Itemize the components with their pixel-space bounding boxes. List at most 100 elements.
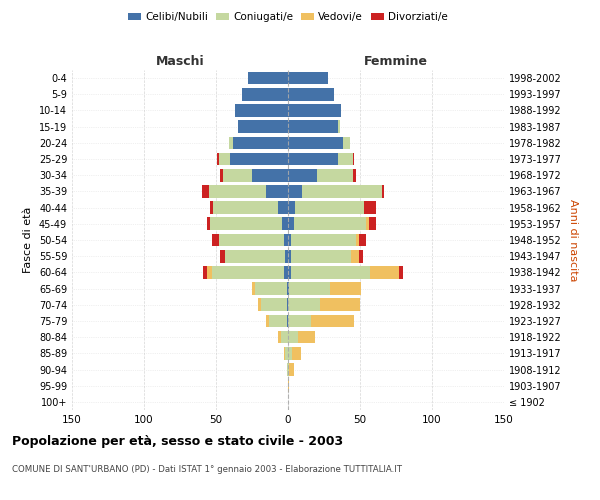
Bar <box>220 250 224 262</box>
Bar <box>288 298 320 311</box>
Bar <box>233 136 288 149</box>
Bar <box>202 185 209 198</box>
Text: Maschi: Maschi <box>155 56 205 68</box>
Bar <box>353 152 354 166</box>
Text: COMUNE DI SANT'URBANO (PD) - Dati ISTAT 1° gennaio 2003 - Elaborazione TUTTITALI: COMUNE DI SANT'URBANO (PD) - Dati ISTAT … <box>12 465 402 474</box>
Bar <box>282 218 288 230</box>
Bar <box>269 314 287 328</box>
Bar <box>288 88 334 101</box>
Bar <box>284 266 288 278</box>
Bar <box>298 331 316 344</box>
Bar <box>285 250 288 262</box>
Bar <box>224 250 285 262</box>
Bar <box>291 266 370 278</box>
Bar <box>223 169 252 181</box>
Bar <box>235 104 288 117</box>
Bar <box>320 298 360 311</box>
Bar <box>219 152 230 166</box>
Bar <box>287 282 288 295</box>
Bar <box>370 266 399 278</box>
Bar <box>287 363 288 376</box>
Bar <box>255 282 287 295</box>
Bar <box>288 152 338 166</box>
Bar <box>278 331 281 344</box>
Bar <box>364 202 376 214</box>
Bar <box>288 331 298 344</box>
Bar <box>288 120 338 133</box>
Bar <box>338 120 340 133</box>
Y-axis label: Fasce di età: Fasce di età <box>23 207 33 273</box>
Bar <box>238 120 288 133</box>
Bar <box>311 314 354 328</box>
Bar <box>288 314 311 328</box>
Bar <box>285 347 288 360</box>
Bar <box>288 250 291 262</box>
Bar <box>338 152 353 166</box>
Text: Femmine: Femmine <box>364 56 428 68</box>
Bar <box>366 218 368 230</box>
Bar <box>288 136 343 149</box>
Bar <box>356 234 359 246</box>
Bar <box>212 266 284 278</box>
Bar <box>289 363 294 376</box>
Bar <box>260 298 287 311</box>
Bar <box>203 266 208 278</box>
Bar <box>288 363 289 376</box>
Bar <box>230 152 288 166</box>
Bar <box>266 314 269 328</box>
Bar <box>294 218 366 230</box>
Bar <box>382 185 385 198</box>
Bar <box>368 218 376 230</box>
Bar <box>330 282 361 295</box>
Bar <box>399 266 403 278</box>
Bar <box>288 234 291 246</box>
Bar <box>288 202 295 214</box>
Bar <box>292 347 301 360</box>
Bar <box>208 266 212 278</box>
Bar <box>288 185 302 198</box>
Bar <box>208 218 210 230</box>
Bar <box>287 298 288 311</box>
Bar <box>213 202 278 214</box>
Bar <box>219 234 284 246</box>
Bar <box>291 250 352 262</box>
Bar <box>210 218 282 230</box>
Legend: Celibi/Nubili, Coniugati/e, Vedovi/e, Divorziati/e: Celibi/Nubili, Coniugati/e, Vedovi/e, Di… <box>124 8 452 26</box>
Bar <box>242 88 288 101</box>
Bar <box>288 347 292 360</box>
Bar <box>220 169 223 181</box>
Bar <box>288 218 294 230</box>
Bar <box>252 282 255 295</box>
Bar <box>287 314 288 328</box>
Bar <box>209 185 266 198</box>
Bar <box>295 202 364 214</box>
Bar <box>289 282 330 295</box>
Bar <box>288 104 341 117</box>
Bar <box>291 234 356 246</box>
Bar <box>288 169 317 181</box>
Bar <box>317 169 353 181</box>
Bar <box>359 250 363 262</box>
Bar <box>359 234 366 246</box>
Bar <box>252 169 288 181</box>
Bar <box>284 234 288 246</box>
Bar <box>288 266 291 278</box>
Bar <box>217 152 219 166</box>
Bar <box>210 202 213 214</box>
Bar <box>284 347 285 360</box>
Bar <box>281 331 288 344</box>
Bar <box>343 136 350 149</box>
Bar <box>302 185 382 198</box>
Bar <box>212 234 219 246</box>
Bar <box>266 185 288 198</box>
Bar <box>248 72 288 85</box>
Bar <box>353 169 356 181</box>
Bar <box>288 380 289 392</box>
Bar <box>352 250 359 262</box>
Text: Popolazione per età, sesso e stato civile - 2003: Popolazione per età, sesso e stato civil… <box>12 435 343 448</box>
Bar <box>278 202 288 214</box>
Bar <box>258 298 260 311</box>
Bar <box>288 72 328 85</box>
Bar <box>229 136 233 149</box>
Bar <box>288 282 289 295</box>
